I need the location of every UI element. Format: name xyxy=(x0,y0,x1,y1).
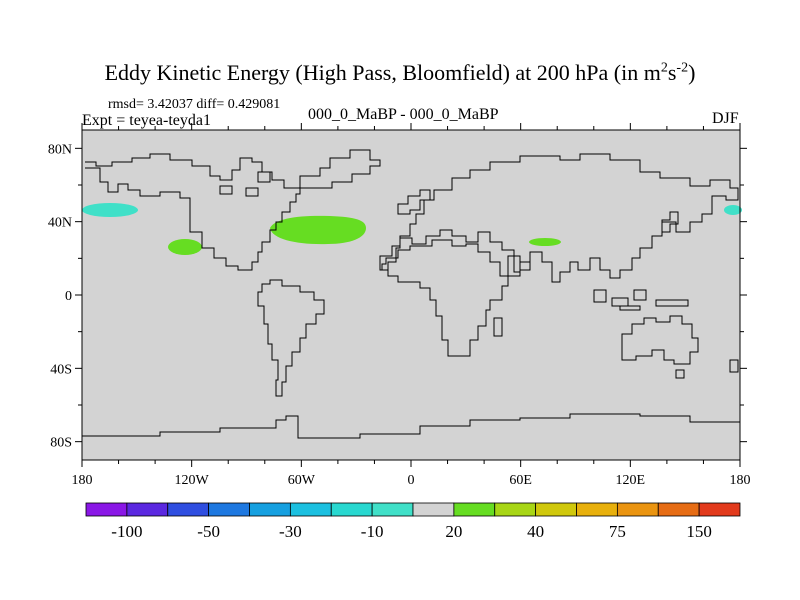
y-tick-label: 80S xyxy=(50,436,72,451)
colorbar-label: 20 xyxy=(445,522,462,541)
coast-canadian-islands xyxy=(219,171,271,197)
colorbar: -100 -50 -30 -10 20 40 75 150 xyxy=(85,502,741,541)
colorbar-label: -10 xyxy=(361,522,384,541)
x-tick-label: 180 xyxy=(72,473,93,488)
coast-arabia xyxy=(507,255,531,277)
colorbar-label: 75 xyxy=(609,522,626,541)
experiment-label: Expt = teyea-teyda1 xyxy=(82,112,211,129)
colorbar-label: -50 xyxy=(197,522,220,541)
colorbar-box xyxy=(657,502,700,517)
colorbar-box xyxy=(371,502,414,517)
feature-east-pacific-positive xyxy=(168,239,202,255)
colorbar-label: -30 xyxy=(279,522,302,541)
colorbar-box xyxy=(412,502,455,517)
coast-japan xyxy=(661,211,679,233)
y-tick-label: 0 xyxy=(65,289,72,304)
x-tick-label: 0 xyxy=(408,473,415,488)
colorbar-box xyxy=(249,502,291,517)
feature-north-pacific-west-negative xyxy=(82,203,138,217)
case-label: 000_0_MaBP - 000_0_MaBP xyxy=(308,106,499,123)
colorbar-box xyxy=(85,502,128,517)
y-tick-label: 40S xyxy=(50,362,72,377)
feature-north-atlantic-positive xyxy=(270,215,366,245)
coast-africa xyxy=(381,239,509,357)
coast-australia xyxy=(621,315,699,365)
colorbar-box xyxy=(698,502,741,517)
map-background xyxy=(82,130,740,460)
axes: 180 120W 60W 0 60E 120E 180 80N 40N 0 40S 80S xyxy=(48,123,751,488)
coast-south-america xyxy=(257,279,325,397)
colorbar-box xyxy=(616,502,659,517)
colorbar-box xyxy=(208,502,250,517)
coast-north-america xyxy=(85,153,301,271)
coast-greenland xyxy=(299,149,381,189)
rmsd-stats: rmsd= 3.42037 diff= 0.429081 xyxy=(108,97,281,112)
colorbar-box xyxy=(126,502,169,517)
coast-scandinavia xyxy=(397,189,431,215)
anomaly-fields xyxy=(82,203,742,255)
x-tick-label: 180 xyxy=(730,473,751,488)
season-label: DJF xyxy=(712,110,739,127)
coast-madagascar xyxy=(493,317,503,337)
colorbar-box xyxy=(535,502,577,517)
x-tick-label: 120W xyxy=(175,473,210,488)
colorbar-box xyxy=(289,502,332,517)
colorbar-box xyxy=(576,502,618,517)
coastlines xyxy=(82,149,740,439)
colorbar-box xyxy=(330,502,373,517)
colorbar-box xyxy=(494,502,537,517)
feature-north-pacific-east-negative xyxy=(724,205,742,215)
chart-title: Eddy Kinetic Energy (High Pass, Bloomfie… xyxy=(104,60,696,85)
colorbar-box xyxy=(453,502,496,517)
coast-indonesia xyxy=(593,289,689,311)
coast-new-zealand xyxy=(729,359,739,373)
y-tick-label: 40N xyxy=(48,216,72,231)
colorbar-label: -100 xyxy=(111,522,142,541)
colorbar-label: 150 xyxy=(686,522,712,541)
y-tick-label: 80N xyxy=(48,142,72,157)
coast-tasmania xyxy=(675,369,685,379)
feature-central-asia-positive xyxy=(529,238,561,246)
coast-antarctica xyxy=(82,413,740,439)
colorbar-box xyxy=(167,502,210,517)
x-tick-label: 120E xyxy=(616,473,646,488)
coast-europe-asia xyxy=(379,153,739,283)
x-tick-label: 60E xyxy=(509,473,532,488)
x-tick-label: 60W xyxy=(288,473,316,488)
colorbar-label: 40 xyxy=(527,522,544,541)
